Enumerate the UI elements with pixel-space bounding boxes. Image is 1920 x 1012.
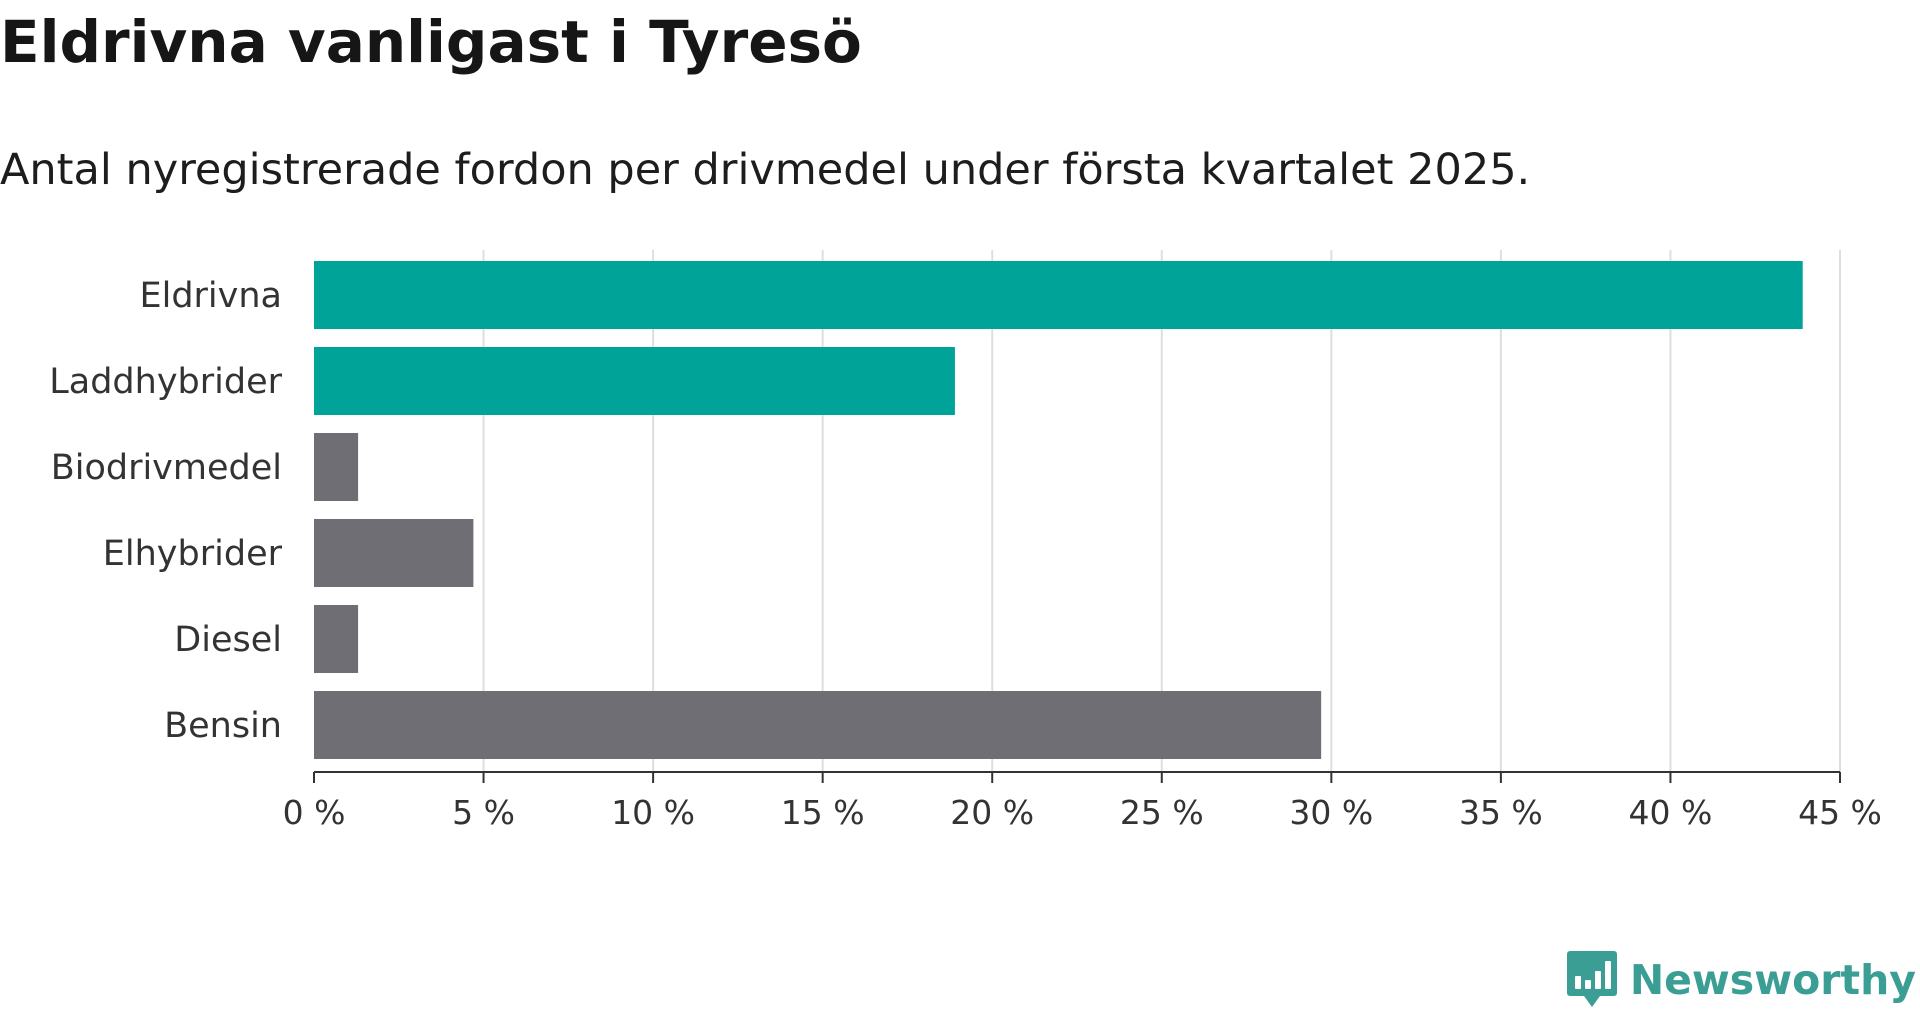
bar-chart: Eldrivna Laddhybrider Biodrivmedel Elhybrid… <box>49 250 1882 832</box>
x-tick-label: 30 % <box>1289 793 1373 832</box>
category-label: Diesel <box>174 620 282 660</box>
bar-diesel <box>314 605 359 673</box>
brand: Newsworthy <box>1566 948 1916 1012</box>
newsworthy-logo-icon <box>1566 951 1617 1007</box>
chart-subtitle: Antal nyregistrerade fordon per drivmede… <box>0 145 1531 195</box>
x-tick-label: 20 % <box>950 793 1034 832</box>
x-tick-label: 0 % <box>283 793 346 832</box>
x-tick-label: 5 % <box>452 793 515 832</box>
bar-elhybrider <box>314 519 474 587</box>
bar-bensin <box>314 691 1322 759</box>
bar-eldrivna <box>314 261 1803 329</box>
x-tick-label: 40 % <box>1629 793 1713 832</box>
category-label: Laddhybrider <box>49 362 282 402</box>
x-tick-label: 10 % <box>611 793 695 832</box>
x-tick-label: 15 % <box>781 793 865 832</box>
bar-biodrivmedel <box>314 433 359 501</box>
chart-title: Eldrivna vanligast i Tyresö <box>0 8 862 76</box>
category-label: Eldrivna <box>139 276 282 316</box>
x-tick-label: 25 % <box>1120 793 1204 832</box>
category-label: Bensin <box>164 706 282 746</box>
brand-name: Newsworthy <box>1629 956 1916 1004</box>
bar-laddhybrider <box>314 347 955 415</box>
category-label: Biodrivmedel <box>51 448 282 488</box>
category-label: Elhybrider <box>103 534 283 574</box>
x-tick-label: 45 % <box>1798 793 1882 832</box>
x-tick-label: 35 % <box>1459 793 1543 832</box>
